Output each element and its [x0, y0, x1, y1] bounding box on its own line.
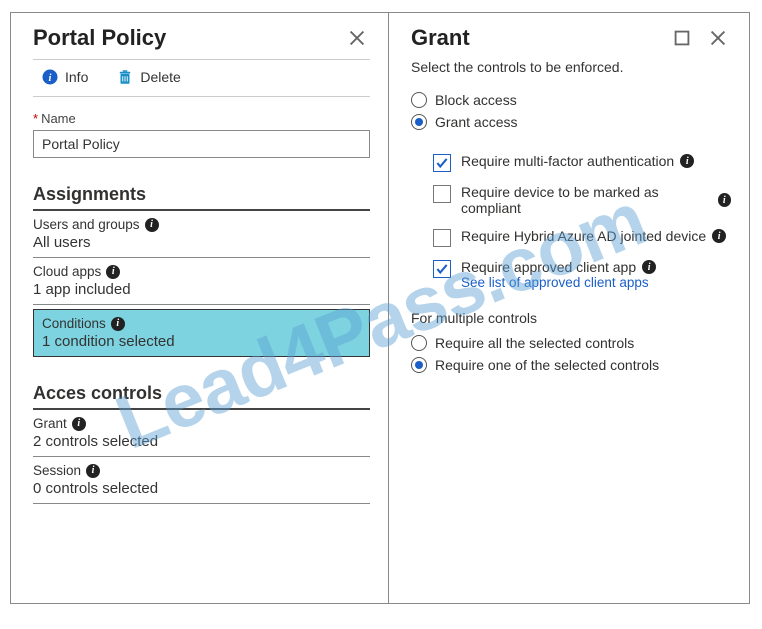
name-field-label: *Name	[33, 111, 370, 126]
users-value: All users	[33, 234, 370, 251]
info-icon[interactable]: i	[111, 317, 125, 331]
trash-icon	[116, 68, 134, 86]
multiple-controls-title: For multiple controls	[411, 310, 731, 326]
require-compliant-checkbox[interactable]: Require device to be marked as compliant…	[433, 178, 731, 222]
info-icon: i	[41, 68, 59, 86]
block-access-radio[interactable]: Block access	[411, 89, 731, 111]
policy-panel-header: Portal Policy	[33, 25, 370, 51]
info-icon[interactable]: i	[106, 265, 120, 279]
info-button[interactable]: i Info	[41, 68, 88, 86]
conditions-row[interactable]: Conditionsi 1 condition selected	[33, 309, 370, 357]
delete-button[interactable]: Delete	[116, 68, 180, 86]
apps-label: Cloud appsi	[33, 264, 370, 279]
grant-access-radio[interactable]: Grant access	[411, 111, 731, 133]
info-icon[interactable]: i	[145, 218, 159, 232]
conditions-value: 1 condition selected	[42, 333, 361, 350]
required-asterisk: *	[33, 111, 38, 126]
radio-icon	[411, 357, 427, 373]
session-value: 0 controls selected	[33, 480, 370, 497]
users-and-groups-row[interactable]: Users and groupsi All users	[33, 211, 370, 258]
close-icon[interactable]	[344, 25, 370, 51]
grant-subtitle: Select the controls to be enforced.	[411, 59, 731, 75]
multiple-controls-radio-group: Require all the selected controls Requir…	[411, 332, 731, 376]
info-icon[interactable]: i	[72, 417, 86, 431]
dual-panel-container: Portal Policy i Info Delete *Name Assign…	[10, 12, 750, 604]
radio-icon	[411, 114, 427, 130]
grant-label: Granti	[33, 416, 370, 431]
compliant-label: Require device to be marked as compliant	[461, 184, 712, 216]
grant-value: 2 controls selected	[33, 433, 370, 450]
require-all-radio[interactable]: Require all the selected controls	[411, 332, 731, 354]
grant-access-label: Grant access	[435, 114, 517, 130]
name-input[interactable]	[33, 130, 370, 158]
access-controls-section-title: Acces controls	[33, 383, 370, 410]
access-radio-group: Block access Grant access	[411, 89, 731, 133]
info-label: Info	[65, 69, 88, 85]
require-one-label: Require one of the selected controls	[435, 357, 659, 373]
grant-panel-header: Grant	[411, 25, 731, 51]
checkbox-icon	[433, 229, 451, 247]
require-mfa-checkbox[interactable]: Require multi-factor authentication i	[433, 147, 731, 178]
controls-checkbox-group: Require multi-factor authentication i Req…	[433, 147, 731, 296]
block-access-label: Block access	[435, 92, 517, 108]
require-one-radio[interactable]: Require one of the selected controls	[411, 354, 731, 376]
require-hybrid-checkbox[interactable]: Require Hybrid Azure AD jointed device i	[433, 222, 731, 253]
grant-header-actions	[669, 25, 731, 51]
info-icon[interactable]: i	[680, 154, 694, 168]
session-label: Sessioni	[33, 463, 370, 478]
cloud-apps-row[interactable]: Cloud appsi 1 app included	[33, 258, 370, 305]
checkbox-icon	[433, 260, 451, 278]
approved-apps-link[interactable]: See list of approved client apps	[461, 275, 656, 290]
policy-toolbar: i Info Delete	[33, 59, 370, 97]
close-icon[interactable]	[705, 25, 731, 51]
grant-panel: Grant Select the controls to be enforced…	[389, 13, 749, 603]
require-all-label: Require all the selected controls	[435, 335, 634, 351]
assignments-section-title: Assignments	[33, 184, 370, 211]
svg-text:i: i	[49, 73, 52, 84]
apps-value: 1 app included	[33, 281, 370, 298]
grant-row[interactable]: Granti 2 controls selected	[33, 410, 370, 457]
maximize-icon[interactable]	[669, 25, 695, 51]
hybrid-label: Require Hybrid Azure AD jointed device	[461, 228, 706, 244]
checkbox-icon	[433, 185, 451, 203]
info-icon[interactable]: i	[718, 193, 731, 207]
info-icon[interactable]: i	[642, 260, 656, 274]
radio-icon	[411, 335, 427, 351]
grant-title: Grant	[411, 25, 470, 51]
mfa-label: Require multi-factor authentication	[461, 153, 674, 169]
policy-panel: Portal Policy i Info Delete *Name Assign…	[11, 13, 389, 603]
session-row[interactable]: Sessioni 0 controls selected	[33, 457, 370, 504]
radio-icon	[411, 92, 427, 108]
checkbox-icon	[433, 154, 451, 172]
policy-title: Portal Policy	[33, 25, 166, 51]
conditions-label: Conditionsi	[42, 316, 361, 331]
approved-app-label: Require approved client app	[461, 259, 636, 275]
info-icon[interactable]: i	[86, 464, 100, 478]
require-approved-app-checkbox[interactable]: Require approved client app i See list of…	[433, 253, 731, 296]
delete-label: Delete	[140, 69, 180, 85]
users-label: Users and groupsi	[33, 217, 370, 232]
info-icon[interactable]: i	[712, 229, 726, 243]
